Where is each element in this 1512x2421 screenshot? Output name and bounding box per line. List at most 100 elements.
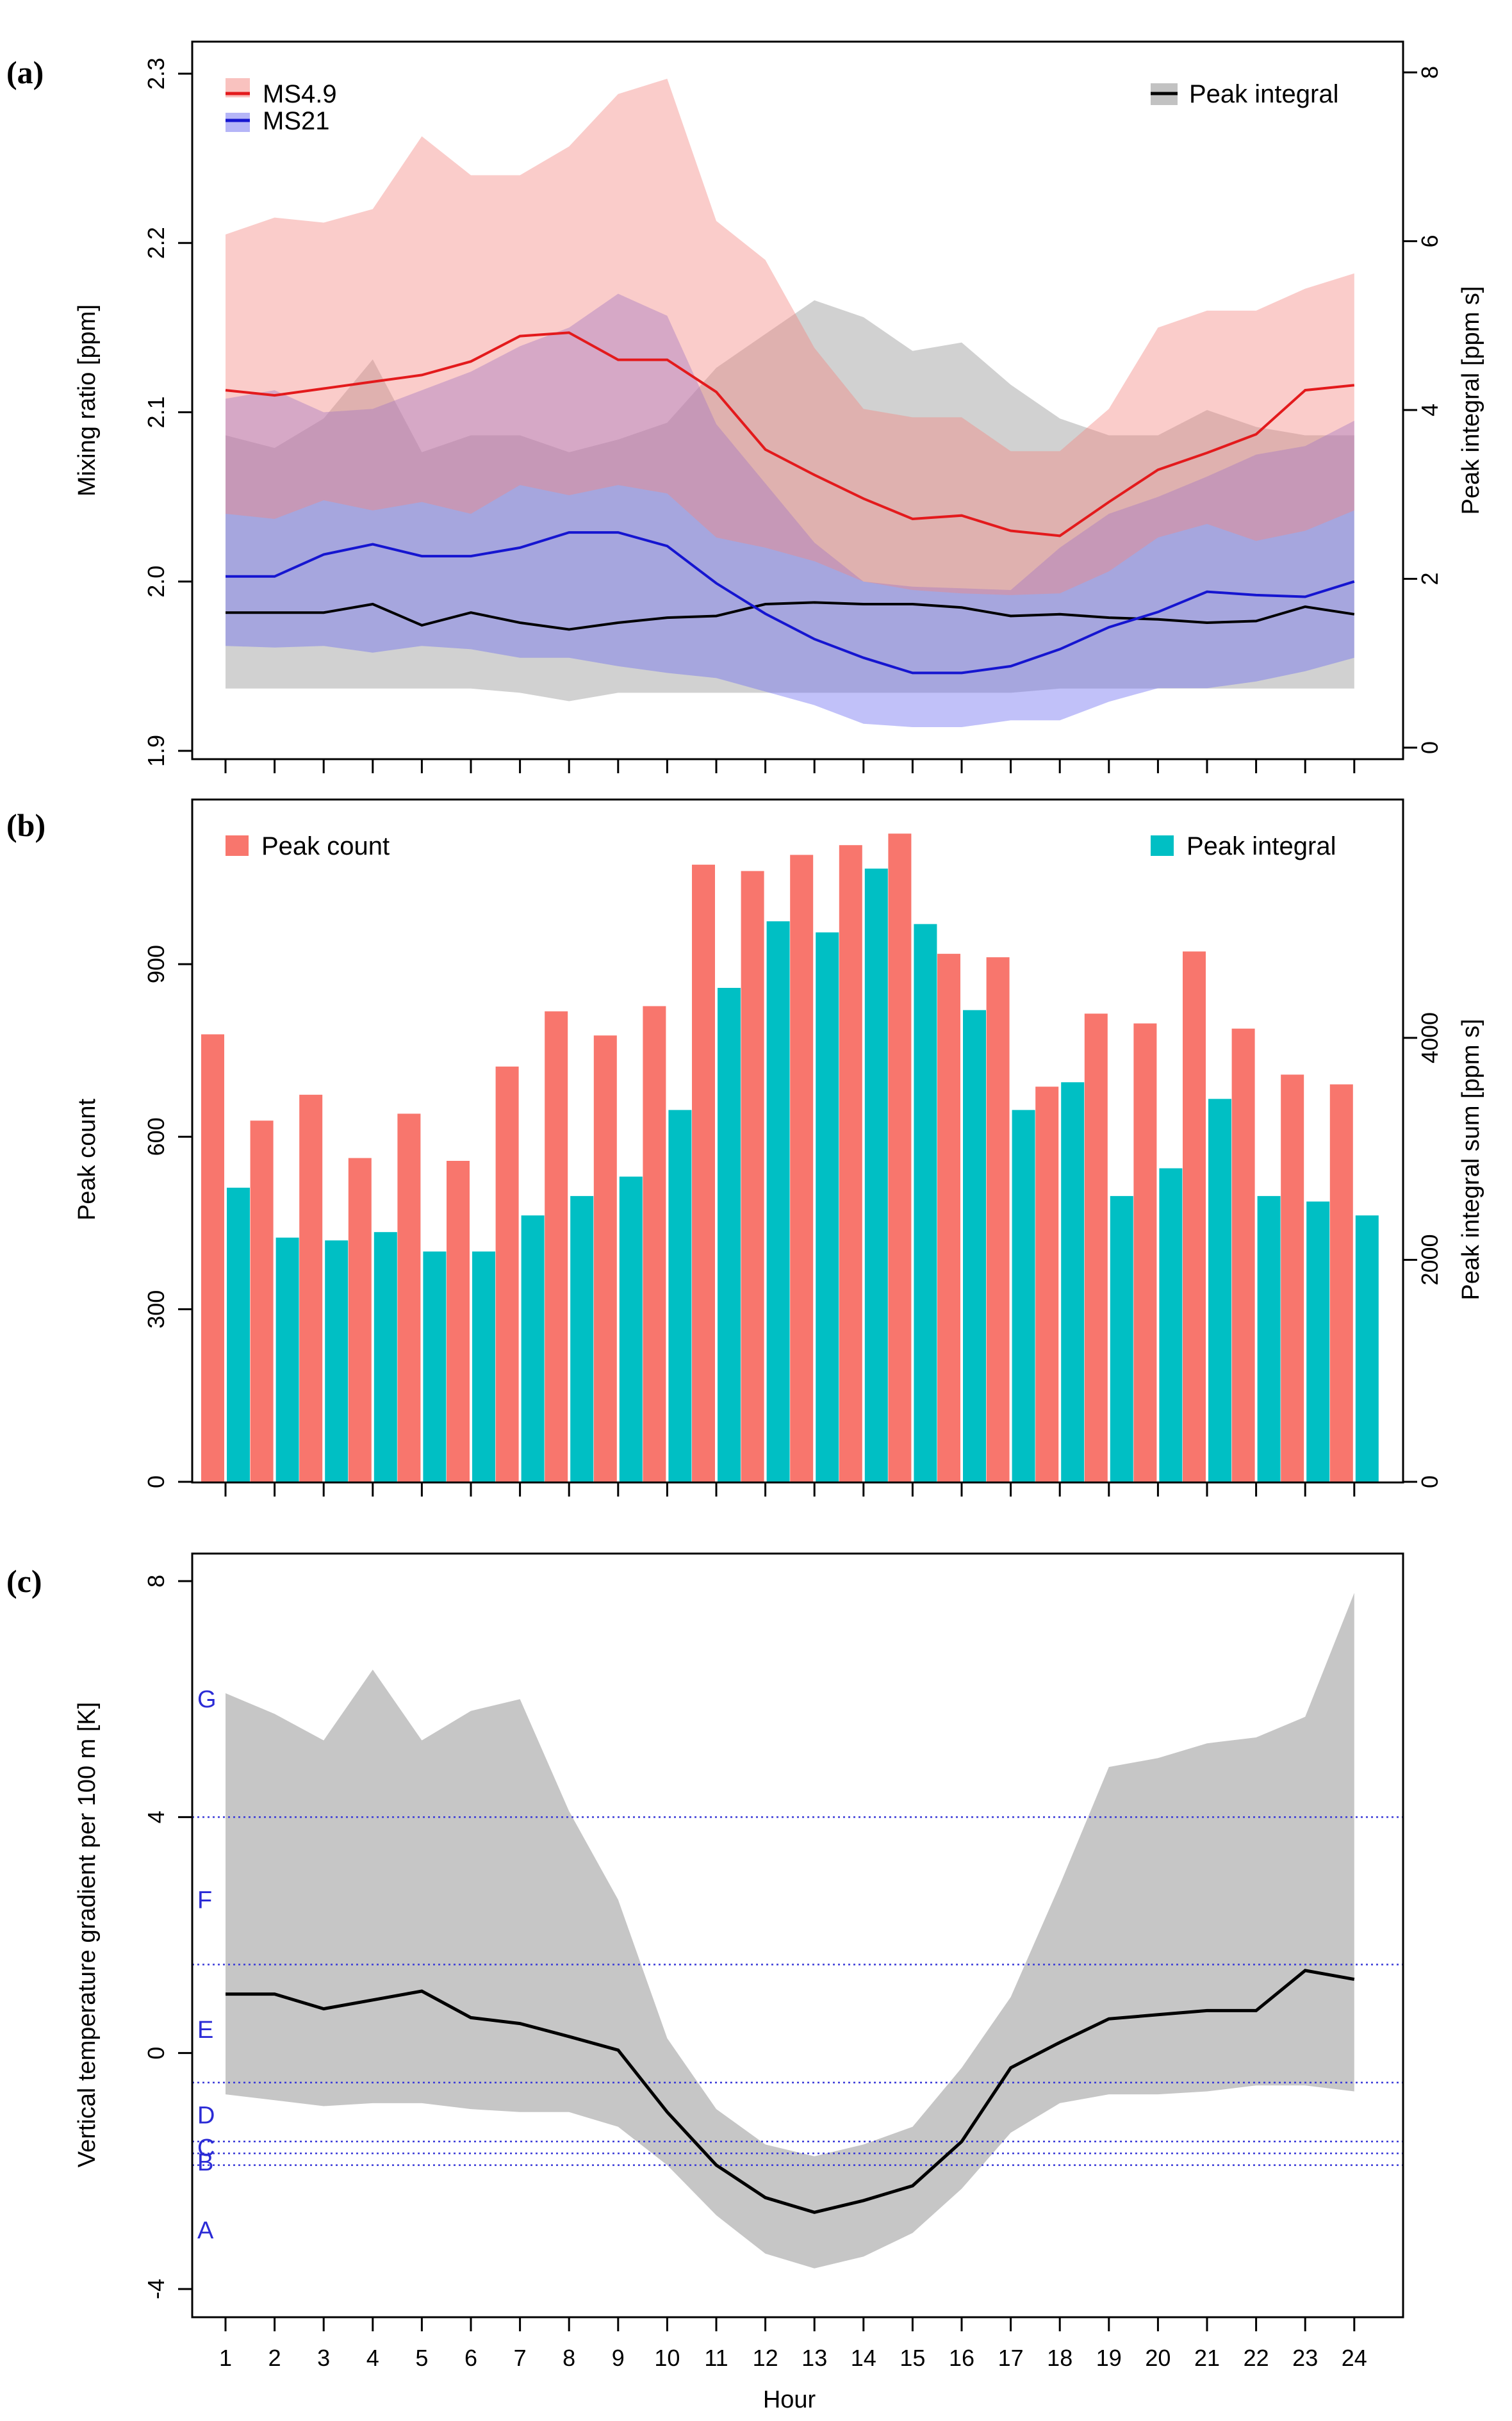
peak-integral-bar [864, 868, 888, 1482]
y-tick-label: 1.9 [143, 735, 169, 767]
right-y-tick-label: 2000 [1417, 1234, 1443, 1285]
panel-c-plot-frame [191, 1552, 1404, 2318]
legend-peak-count-swatch [226, 835, 249, 856]
x-tick-label: 15 [900, 2345, 925, 2371]
stability-class-label: C [197, 2135, 215, 2162]
peak-integral-bar [668, 1110, 692, 1482]
peak-count-bar [348, 1158, 372, 1482]
stability-class-label: A [197, 2217, 214, 2244]
x-tick-label: 13 [801, 2345, 827, 2371]
y-tick-label: 4 [143, 1810, 169, 1823]
x-tick-label: 8 [563, 2345, 575, 2371]
panel-b-y-ticks: 0 300 600 900 [143, 945, 192, 1488]
x-tick-label: 22 [1244, 2345, 1269, 2371]
legend-peak-integral-label-b: Peak integral [1187, 832, 1336, 860]
panel-a-right-y-axis-title: Peak integral [ppm s] [1458, 286, 1484, 515]
stability-class-label: G [197, 1686, 217, 1713]
panel-b-bars [201, 833, 1379, 1482]
peak-integral-band [226, 300, 1354, 702]
panel-c-stability-class-lines [192, 1816, 1403, 2166]
peak-count-bar [1183, 951, 1206, 1482]
peak-integral-bar [423, 1251, 447, 1482]
y-tick-label: 2.2 [143, 227, 169, 259]
x-tick-label: 7 [514, 2345, 527, 2371]
x-tick-label: 24 [1342, 2345, 1367, 2371]
panel-a-right-y-ticks: 0 2 4 6 8 [1403, 66, 1443, 754]
stability-class-label: D [197, 2102, 215, 2129]
peak-count-bar [495, 1066, 519, 1482]
peak-count-bar [593, 1035, 617, 1482]
panel-a-bands [226, 78, 1354, 727]
x-tick-label: 10 [654, 2345, 680, 2371]
y-tick-label: 300 [143, 1290, 169, 1329]
panel-a-mixing-ratio: (a) 1.9 2.0 2.1 2.2 2.3 0 2 4 6 8 Mixing ratio [… [6, 40, 1484, 773]
x-tick-label: 4 [366, 2345, 379, 2371]
panel-b-peak-counts: (b) 0 300 600 900 0 2000 4000 Peak count Peak… [6, 798, 1484, 1497]
y-tick-label: 2.3 [143, 58, 169, 90]
y-tick-label: 0 [143, 2047, 169, 2060]
x-tick-label: 3 [317, 2345, 330, 2371]
legend-peak-count-label: Peak count [261, 832, 390, 860]
peak-count-bar [741, 871, 764, 1482]
peak-integral-bar [619, 1176, 643, 1482]
panel-b-right-y-ticks: 0 2000 4000 [1403, 1012, 1443, 1488]
x-tick-label: 23 [1292, 2345, 1318, 2371]
peak-integral-bar [521, 1215, 545, 1482]
gradient-band [226, 1593, 1354, 2269]
right-y-tick-label: 4 [1417, 404, 1443, 416]
peak-integral-bar [1110, 1195, 1133, 1482]
panel-b-y-axis-title: Peak count [74, 1098, 101, 1220]
panel-c-y-ticks: -4 0 4 8 [143, 1575, 192, 2299]
peak-integral-line [226, 601, 1355, 631]
peak-count-bar [447, 1161, 470, 1482]
y-tick-label: 2.1 [143, 396, 169, 428]
right-y-tick-label: 0 [1417, 741, 1443, 754]
panel-b-right-y-axis-title: Peak integral sum [ppm s] [1458, 1019, 1484, 1300]
legend-peak-integral-label: Peak integral [1189, 80, 1338, 108]
x-tick-label: 9 [612, 2345, 625, 2371]
x-tick-label: 16 [949, 2345, 974, 2371]
peak-count-bar [250, 1120, 274, 1482]
y-tick-label: 2.0 [143, 566, 169, 598]
peak-count-bar [839, 845, 862, 1482]
x-tick-label: 21 [1194, 2345, 1220, 2371]
x-tick-label: 6 [464, 2345, 477, 2371]
peak-count-bar [1084, 1014, 1108, 1482]
panel-b-plot-frame [191, 798, 1404, 1484]
x-tick-label: 11 [704, 2345, 728, 2371]
stability-class-label: F [197, 1887, 212, 1914]
x-tick-label: 12 [753, 2345, 778, 2371]
peak-integral-bar [766, 921, 790, 1482]
y-tick-label: -4 [143, 2279, 169, 2299]
panel-b-label: (b) [6, 807, 45, 843]
peak-integral-bar [1061, 1082, 1085, 1482]
x-tick-label: 18 [1047, 2345, 1072, 2371]
peak-integral-bar [1306, 1201, 1330, 1482]
panel-c-band [226, 1593, 1354, 2269]
panel-a-legend-right: Peak integral [1151, 80, 1338, 108]
legend-ms21-swatch-band [226, 113, 250, 132]
x-tick-label: 1 [219, 2345, 232, 2371]
panel-c-line [226, 1969, 1355, 2214]
x-tick-label: 5 [415, 2345, 428, 2371]
y-tick-label: 900 [143, 945, 169, 983]
peak-count-bar [1329, 1084, 1353, 1482]
stability-class-label: B [197, 2149, 213, 2176]
panel-a-y-axis-title: Mixing ratio [ppm] [74, 304, 101, 497]
peak-integral-bar [718, 988, 741, 1482]
x-tick-label: 17 [998, 2345, 1024, 2371]
right-y-tick-label: 8 [1417, 66, 1443, 79]
peak-integral-bar [1208, 1099, 1231, 1482]
peak-integral-bar [374, 1232, 397, 1482]
right-y-tick-label: 2 [1417, 572, 1443, 585]
peak-count-bar [299, 1094, 323, 1482]
panel-a-legend-left: MS4.9 MS21 [226, 78, 337, 135]
x-tick-label: 14 [851, 2345, 876, 2371]
peak-integral-bar [1355, 1215, 1379, 1482]
ms21-line [226, 531, 1355, 675]
peak-count-bar [1133, 1023, 1157, 1482]
panel-a-x-ticks [224, 759, 1356, 773]
legend-peak-integral-swatch [1151, 835, 1174, 856]
panel-b-x-ticks [224, 1482, 1356, 1497]
